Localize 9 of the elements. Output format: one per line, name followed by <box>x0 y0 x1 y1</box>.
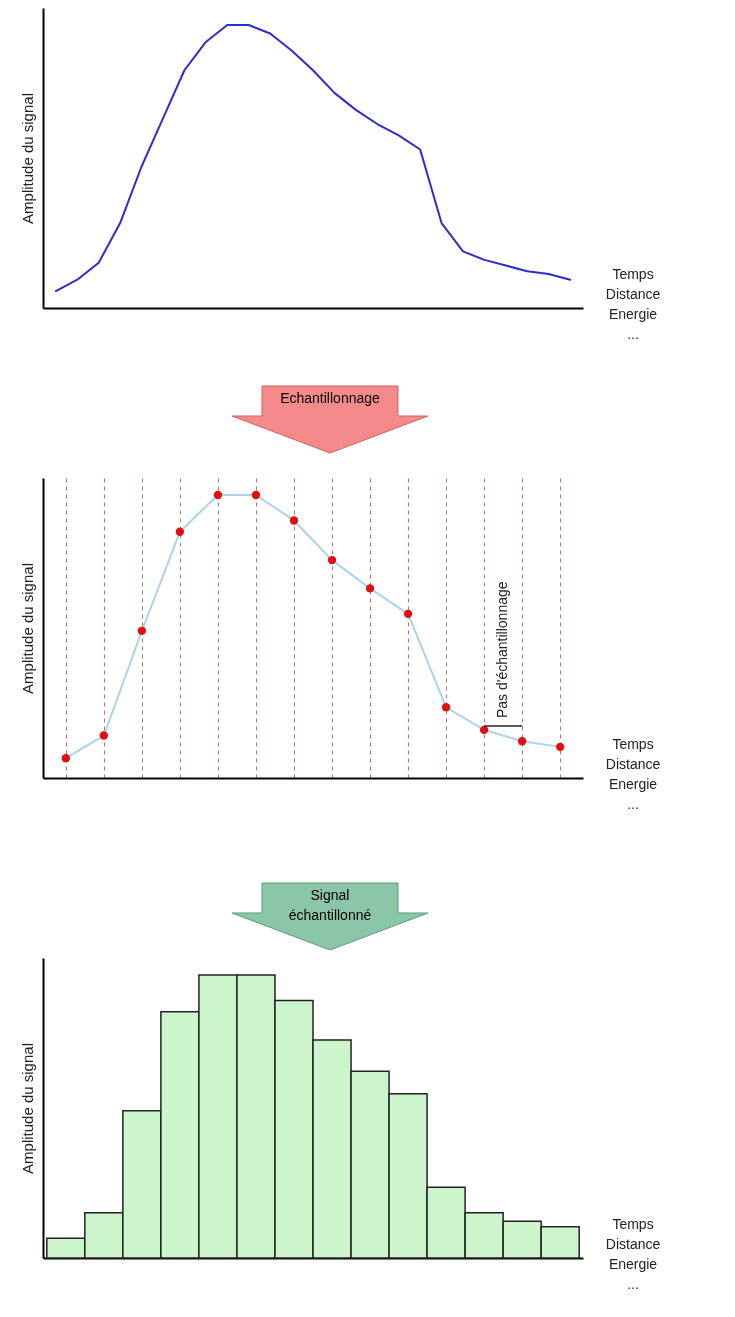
annotation: Pas d'échantillonnage <box>494 581 511 718</box>
x-axis-title: Temps Distance Energie ... <box>605 1216 661 1292</box>
y-axis-title: Amplitude du signal <box>18 563 36 694</box>
x-axis-title: Temps Distance Energie ... <box>605 736 661 812</box>
y-axis-title: Amplitude du signal <box>18 1043 36 1174</box>
chart-title: Signal échantillonné <box>287 886 373 925</box>
x-axis-title: Temps Distance Energie ... <box>605 266 661 342</box>
chart-title: Echantillonnage <box>279 389 381 408</box>
y-axis-title: Amplitude du signal <box>18 93 36 224</box>
